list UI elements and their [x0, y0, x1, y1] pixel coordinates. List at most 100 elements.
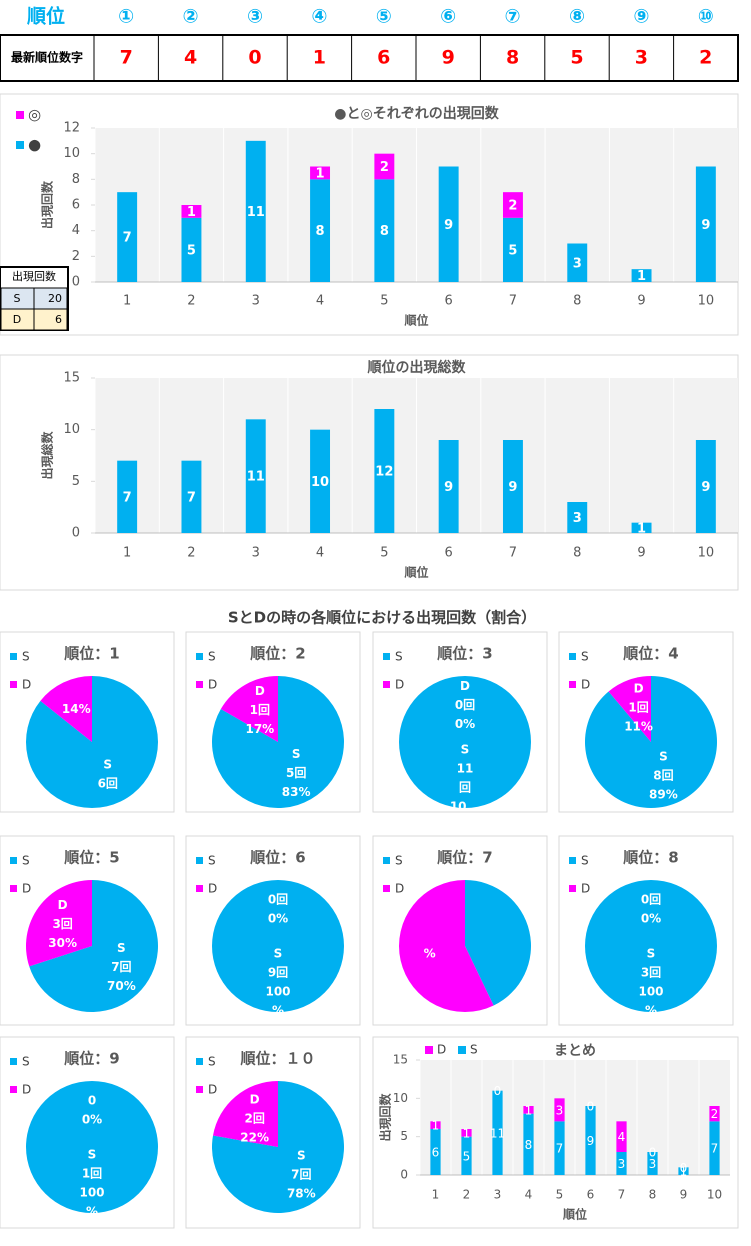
- x-tick-label: 10: [707, 1188, 722, 1202]
- pie-slice: [213, 1081, 278, 1147]
- bar-segment: [374, 153, 395, 180]
- x-tick-label: 6: [445, 294, 453, 309]
- data-label: S: [88, 1147, 97, 1161]
- x-tick-label: 3: [494, 1188, 502, 1202]
- data-label: 7: [711, 1142, 719, 1156]
- data-label: 1: [187, 205, 196, 220]
- legend-swatch: [383, 681, 390, 688]
- data-label: %: [645, 1003, 657, 1017]
- pie-slice: [465, 880, 531, 1006]
- table-cell: 2: [699, 47, 712, 69]
- data-label: %: [86, 1204, 98, 1218]
- legend-swatch: [196, 1086, 203, 1093]
- bar-segment: [461, 1136, 472, 1175]
- data-label: 89%: [649, 788, 678, 802]
- pie-title: 順位：4: [622, 645, 678, 663]
- x-tick-label: 9: [637, 294, 645, 309]
- data-label: 11: [457, 761, 474, 775]
- table-header-cell: ②: [183, 6, 199, 28]
- data-label: 3: [573, 256, 582, 271]
- y-tick-label: 2: [72, 249, 80, 264]
- legend-swatch: [569, 885, 576, 892]
- bar-segment: [374, 179, 395, 282]
- bar-segment: [502, 440, 523, 533]
- data-label: 11: [490, 1126, 505, 1140]
- data-label: 0%: [455, 717, 475, 731]
- bar-segment: [695, 166, 716, 282]
- table-header-cell: ⑧: [569, 6, 585, 28]
- x-tick-label: 4: [316, 546, 324, 561]
- data-label: %: [424, 947, 436, 961]
- data-label: 9: [701, 218, 710, 233]
- data-label: 2回: [244, 1112, 264, 1126]
- legend-label: D: [208, 1083, 217, 1097]
- bar-segment: [438, 166, 459, 282]
- data-label: 11%: [624, 719, 653, 733]
- data-label: 8: [316, 224, 325, 239]
- legend-label: D: [208, 678, 217, 692]
- data-label: 5回: [286, 766, 306, 780]
- pie-slice: [398, 880, 494, 1012]
- x-tick-label: 6: [587, 1188, 595, 1202]
- x-axis-label: 順位: [403, 565, 428, 580]
- legend-label: ●: [28, 136, 41, 154]
- bar-segment: [502, 192, 523, 218]
- data-label: 0: [649, 1146, 657, 1160]
- legend-swatch: [16, 111, 24, 119]
- data-label: S: [117, 941, 126, 955]
- data-label: 5: [187, 243, 196, 258]
- bar-segment: [616, 1152, 627, 1175]
- data-label: 3回: [641, 965, 661, 979]
- x-axis-label: 順位: [562, 1207, 587, 1222]
- bar-segment: [695, 440, 716, 533]
- legend-swatch: [569, 857, 576, 864]
- data-label: 6回: [98, 777, 118, 791]
- data-label: 100: [265, 984, 290, 998]
- table-row-label: 最新順位数字: [11, 50, 83, 65]
- data-label: 11: [247, 470, 265, 485]
- bar-segment: [492, 1090, 503, 1175]
- legend-label: D: [437, 1043, 446, 1057]
- data-label: 9回: [268, 965, 288, 979]
- legend-label: S: [22, 1055, 30, 1069]
- data-label: S: [659, 750, 668, 764]
- pie-slice: [608, 676, 651, 742]
- x-tick-label: 4: [525, 1188, 533, 1202]
- section-heading: SとDの時の各順位における出現回数（割合）: [228, 609, 536, 627]
- table-cell: 9: [442, 47, 455, 69]
- bar-segment: [631, 269, 652, 282]
- data-label: D: [255, 684, 265, 698]
- x-tick-label: 5: [380, 546, 388, 561]
- legend-swatch: [10, 885, 17, 892]
- data-label: 7回: [111, 960, 131, 974]
- table-header-cell: ③: [247, 6, 263, 28]
- data-label: 9: [587, 1134, 595, 1148]
- y-axis-label: 出現回数: [378, 1093, 393, 1142]
- x-tick-label: 1: [123, 294, 131, 309]
- y-axis-label: 出現回数: [40, 180, 55, 229]
- data-label: S: [647, 946, 656, 960]
- x-tick-label: 4: [316, 294, 324, 309]
- data-label: 17%: [245, 722, 274, 736]
- bar-segment: [245, 140, 266, 282]
- data-label: 2: [380, 160, 389, 175]
- x-tick-label: 9: [637, 546, 645, 561]
- data-label: 1: [680, 1165, 688, 1179]
- data-label: 1: [637, 521, 646, 536]
- data-label: 0: [680, 1161, 688, 1175]
- data-label: 8回: [653, 769, 673, 783]
- table-cell: 6: [377, 47, 390, 69]
- data-label: 1: [525, 1103, 533, 1117]
- pie-title: 順位：１０: [239, 1050, 315, 1068]
- chart-title: ●と◎それぞれの出現回数: [334, 105, 499, 122]
- pie-title: 順位：7: [436, 849, 492, 867]
- table-header-cell: ⑤: [376, 6, 392, 28]
- data-label: 1: [463, 1126, 471, 1140]
- y-axis-label: 出現総数: [40, 431, 55, 480]
- data-label: 0: [88, 1094, 96, 1108]
- data-label: 83%: [282, 785, 311, 799]
- x-tick-label: 1: [123, 546, 131, 561]
- bar-segment: [631, 522, 652, 533]
- legend-label: D: [395, 678, 404, 692]
